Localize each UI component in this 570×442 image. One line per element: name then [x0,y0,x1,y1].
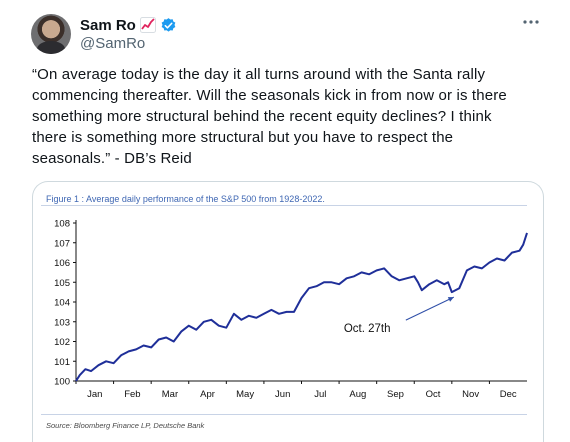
x-tick-label: May [236,389,254,400]
verified-badge-icon [161,17,176,32]
avatar[interactable] [31,14,71,54]
tweet-text: “On average today is the day it all turn… [32,66,507,167]
annotation-arrowhead [447,297,454,302]
x-tick-label: Jan [87,389,102,400]
x-tick-label: Nov [462,389,479,400]
annotation-label: Oct. 27th [344,323,391,335]
x-tick-label: Jul [314,389,326,400]
figure-title-divider [41,205,527,206]
y-tick-label: 103 [54,317,70,328]
y-tick-label: 104 [54,298,70,309]
y-tick-label: 105 [54,278,70,289]
y-tick-label: 101 [54,357,70,368]
y-tick-label: 100 [54,377,70,388]
chart-image[interactable]: Figure 1 : Average daily performance of … [32,181,544,442]
chart-increasing-icon [139,17,156,33]
x-tick-label: Sep [387,389,404,400]
x-tick-label: Dec [500,389,517,400]
figure-title: Figure 1 : Average daily performance of … [46,194,325,204]
figure-source: Source: Bloomberg Finance LP, Deutsche B… [46,421,205,430]
display-name[interactable]: Sam Ro [80,16,136,34]
x-tick-label: Oct [426,389,441,400]
y-tick-label: 107 [54,238,70,249]
line-chart: 100 101 102 103 104 105 106 107 108 Jan Feb Mar Apr M… [54,219,528,400]
y-tick-label: 108 [54,219,70,230]
x-tick-label: Aug [349,389,366,400]
author-name-row: Sam Ro [80,15,177,35]
author-handle[interactable]: @SamRo [80,35,146,52]
y-tick-label: 106 [54,258,70,269]
x-tick-label: Feb [124,389,140,400]
sp500-seasonal-line [75,232,528,382]
annotation-arrow [405,296,455,321]
figure-source-divider [41,414,527,415]
y-tick-label: 102 [54,337,70,348]
x-tick-label: Apr [200,389,215,400]
more-options-icon[interactable] [521,14,541,30]
x-tick-label: Jun [275,389,290,400]
x-tick-label: Mar [162,389,178,400]
